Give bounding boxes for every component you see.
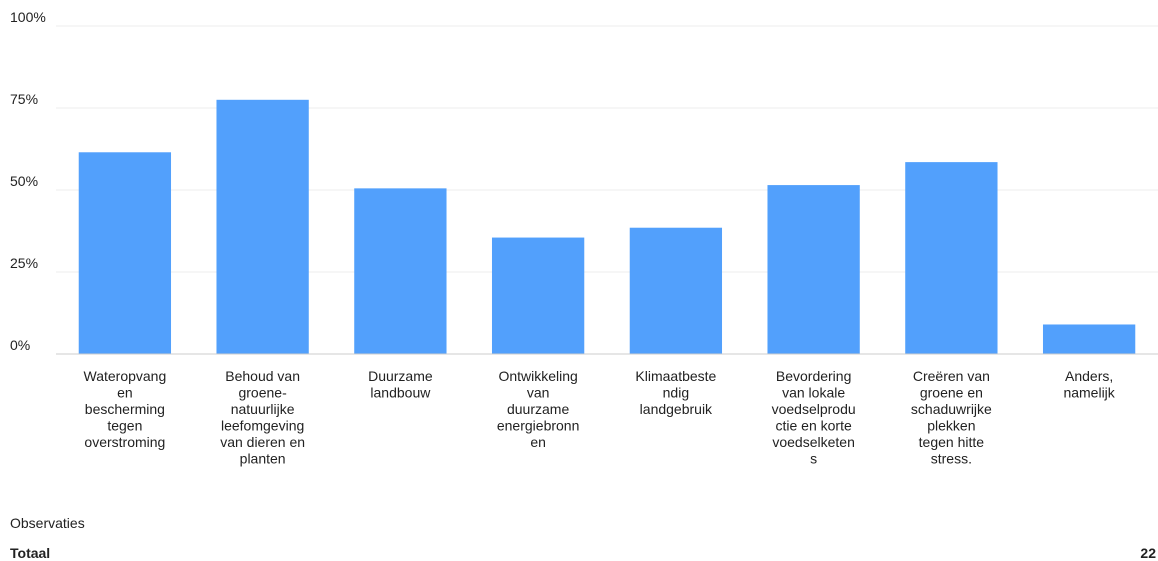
category-label: Klimaatbeste ndig landgebruik <box>635 368 716 417</box>
y-tick-label: 75% <box>10 91 38 107</box>
y-tick-label: 50% <box>10 173 38 189</box>
y-axis-tick-labels: 0% 25% 50% 75% 100% <box>10 9 46 353</box>
y-tick-label: 25% <box>10 255 38 271</box>
category-label: Duurzame landbouw <box>368 368 433 401</box>
bar <box>491 237 585 354</box>
category-label: Bevordering van lokale voedselprodu ctie en… <box>772 368 856 467</box>
bar <box>354 188 447 354</box>
bar <box>629 227 723 354</box>
bar-chart: 0% 25% 50% 75% 100% Wateropvang en bescherming… <box>10 9 1158 467</box>
y-tick-label: 100% <box>10 9 46 25</box>
total-value: 22 <box>1140 545 1156 561</box>
category-label: Creëren van groene en schaduwrijke plekken t… <box>911 368 992 467</box>
bar <box>905 162 998 354</box>
bars <box>78 99 1136 354</box>
category-labels: Wateropvang en bescherming tegen overstromin… <box>84 368 1116 467</box>
bar <box>78 152 172 354</box>
total-label: Totaal <box>10 545 51 561</box>
y-tick-label: 0% <box>10 337 30 353</box>
category-label: Wateropvang en bescherming tegen overstromin… <box>84 368 167 450</box>
bar <box>1042 324 1136 354</box>
observations-label: Observaties <box>10 515 85 531</box>
bar <box>216 99 309 354</box>
category-label: Behoud van groene-natuurlijke leefomgeving… <box>220 368 305 467</box>
category-label: Ontwikkeling van duurzame energiebronn en <box>497 368 580 450</box>
bar <box>767 185 860 354</box>
category-label: Anders, namelijk <box>1063 368 1115 401</box>
